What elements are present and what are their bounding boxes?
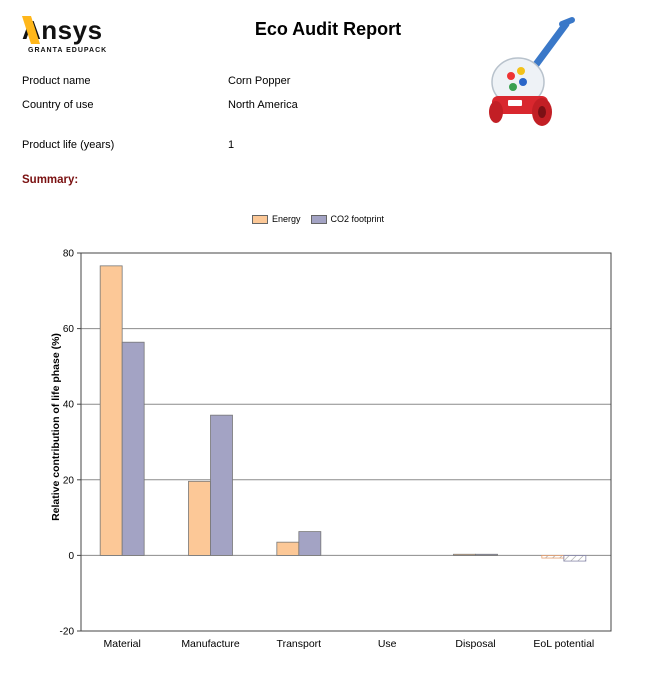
- x-category-label: EoL potential: [533, 638, 594, 650]
- bar-co2-eol-potential: [563, 555, 587, 562]
- y-tick-label: -20: [60, 627, 75, 638]
- bar-co2-transport: [298, 531, 322, 556]
- y-tick-label: 0: [68, 551, 74, 562]
- y-tick-label: 80: [63, 249, 75, 260]
- summary-heading: Summary:: [22, 174, 79, 186]
- plot-frame: [80, 252, 612, 632]
- y-tick-label: 60: [63, 324, 75, 335]
- logo-wordmark: Ansys: [22, 16, 132, 44]
- product-image: [489, 17, 575, 126]
- y-axis-label: Relative contribution of life phase (%): [50, 333, 62, 521]
- x-category-label: Disposal: [455, 638, 495, 650]
- logo-subtext: GRANTA EDUPACK: [28, 47, 108, 54]
- bar-co2-manufacture: [210, 414, 233, 556]
- bar-energy-manufacture: [188, 480, 211, 556]
- bar-co2-material: [121, 341, 145, 556]
- bars: [99, 265, 587, 562]
- product-life-label: Product life (years): [22, 139, 115, 151]
- bar-energy-disposal: [453, 553, 476, 556]
- x-category-label: Transport: [277, 638, 322, 650]
- legend-item-energy: Energy: [252, 214, 301, 224]
- legend-label-energy: Energy: [272, 214, 301, 224]
- x-category-label: Material: [103, 638, 140, 650]
- country-label: Country of use: [22, 99, 94, 111]
- legend-swatch-co2: [310, 214, 327, 224]
- axis-ticks: -20 0 20 40 60 80 Material Manufacture Transport…: [60, 249, 595, 651]
- ansys-logo: Ansys GRANTA EDUPACK: [22, 16, 132, 54]
- x-category-label: Use: [378, 638, 397, 650]
- y-tick-label: 40: [63, 400, 75, 411]
- bar-co2-disposal: [475, 553, 498, 556]
- chart-legend: Energy CO2 footprint: [252, 214, 394, 224]
- legend-item-co2: CO2 footprint: [310, 214, 385, 224]
- product-name-label: Product name: [22, 75, 91, 87]
- legend-label-co2: CO2 footprint: [330, 214, 385, 224]
- legend-swatch-energy: [252, 214, 268, 224]
- report-title: Eco Audit Report: [254, 19, 402, 39]
- logo-slash-icon: [22, 16, 40, 44]
- product-life-value: 1: [228, 139, 235, 151]
- bar-energy-eol-potential: [541, 555, 565, 559]
- x-category-label: Manufacture: [181, 638, 240, 650]
- y-tick-label: 20: [63, 475, 75, 486]
- country-value: North America: [228, 99, 298, 111]
- bar-energy-transport: [276, 541, 300, 556]
- product-name-value: Corn Popper: [228, 75, 291, 87]
- bar-energy-material: [99, 265, 123, 556]
- grid-lines: [81, 252, 611, 632]
